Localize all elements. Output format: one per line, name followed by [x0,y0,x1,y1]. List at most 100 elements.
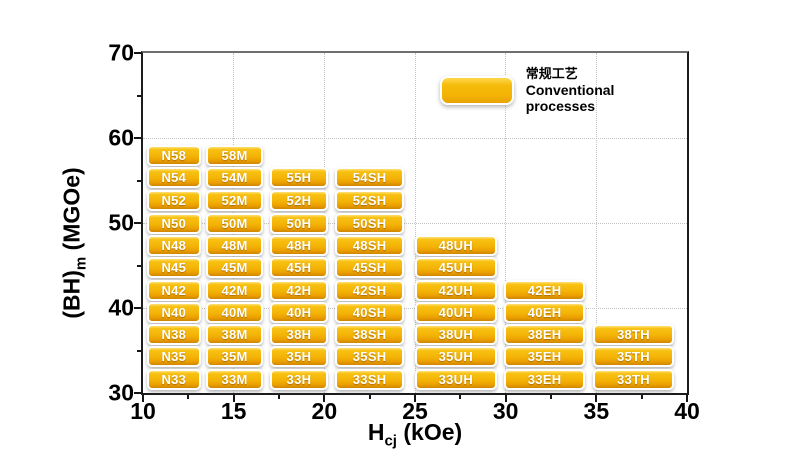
grade-badge-n33: N33 [146,368,202,390]
legend-label-en: Conventional processes [525,81,615,115]
grade-badge-48uh: 48UH [415,234,497,256]
grade-badge-40m: 40M [206,301,263,323]
grade-badge-54sh: 54SH [335,167,405,189]
grade-badge-38sh: 38SH [335,323,405,345]
x-minor-tick [368,395,371,399]
grade-badge-n40: N40 [146,301,202,323]
grade-badge-n35: N35 [146,345,202,367]
grade-badge-42h: 42H [269,279,328,301]
grade-badge-42uh: 42UH [415,279,497,301]
grade-badge-33uh: 33UH [415,368,497,390]
x-major-tick [232,395,235,402]
grade-badge-38uh: 38UH [415,323,497,345]
grade-badge-52m: 52M [206,190,263,212]
x-minor-tick [459,395,462,399]
gridline-horizontal [143,137,687,139]
x-axis-title-main: H [367,419,385,445]
x-tick-label: 20 [311,398,338,424]
grade-badge-n52: N52 [146,190,202,212]
grade-badge-n58: N58 [146,145,202,167]
plot-area: N58 58M N54 54M 55H 54SH N52 52M 52H 52SH N50 50M 50… [141,51,689,395]
grade-badge-n38: N38 [146,323,202,345]
grade-badge-45h: 45H [269,256,328,278]
grade-badge-45m: 45M [206,256,263,278]
grade-badge-35m: 35M [206,345,263,367]
grade-badge-48sh: 48SH [335,234,405,256]
grade-badge-40eh: 40EH [503,301,586,323]
y-major-tick [134,52,141,54]
x-axis-title-unit: (kOe) [396,419,463,445]
x-minor-tick [278,395,280,399]
x-axis-title-subscript: cj [384,432,397,450]
grade-badge-48h: 48H [269,234,328,256]
grade-badge-55h: 55H [269,167,328,189]
x-major-tick [414,395,416,402]
grade-badge-40uh: 40UH [415,301,497,323]
y-tick-label: 50 [108,209,134,236]
y-tick-label: 30 [108,379,134,406]
y-axis-title-main: (BH) [58,270,85,319]
grade-badge-n54: N54 [146,167,202,189]
grade-badge-52h: 52H [269,190,328,212]
grade-badge-38eh: 38EH [503,323,586,345]
grade-badge-38th: 38TH [592,323,675,345]
x-tick-label: 30 [492,398,519,424]
grade-badge-35eh: 35EH [503,345,586,367]
grade-badge-45uh: 45UH [415,256,497,278]
y-tick-label: 40 [108,294,134,321]
grade-badge-n48: N48 [146,234,202,256]
grade-badge-52sh: 52SH [335,190,405,212]
y-minor-tick [137,264,141,267]
x-tick-label: 35 [583,398,610,424]
y-major-tick [134,307,141,309]
grade-badge-35h: 35H [269,345,328,367]
y-axis-title-unit: (MGOe) [58,167,85,257]
grade-badge-35sh: 35SH [335,345,405,367]
grade-badge-38h: 38H [269,323,328,345]
y-minor-tick [137,179,141,182]
grade-badge-50sh: 50SH [335,212,405,234]
grade-badge-33th: 33TH [592,368,675,390]
legend-label-zh: 常规工艺 [525,66,578,81]
y-minor-tick [137,94,141,97]
grade-badge-35th: 35TH [592,345,675,367]
grade-badge-33sh: 33SH [335,368,405,390]
x-tick-label: 40 [674,398,700,424]
legend: 常规工艺 Conventional processes [440,66,687,115]
x-minor-tick [640,395,643,399]
grade-badge-33h: 33H [269,368,328,390]
y-major-tick [134,137,141,139]
x-axis-title: Hcj (kOe) [368,419,462,450]
grade-badge-n50: N50 [146,212,202,234]
grade-badge-45sh: 45SH [335,256,405,278]
grade-badge-50m: 50M [206,212,263,234]
legend-text: 常规工艺 Conventional processes [526,66,687,115]
legend-swatch [440,76,514,106]
grade-badge-33eh: 33EH [503,368,586,390]
y-major-tick [134,392,141,394]
y-tick-label: 70 [108,39,134,66]
grade-badge-33m: 33M [206,368,263,390]
y-axis-title-subscript: m [72,256,90,271]
grade-badge-42sh: 42SH [335,279,405,301]
x-minor-tick [550,395,552,399]
grade-badge-n45: N45 [146,256,202,278]
grade-badge-58m: 58M [206,145,263,167]
grade-badge-50h: 50H [269,212,328,234]
grade-badge-42m: 42M [206,279,263,301]
y-tick-label: 60 [108,124,134,151]
x-major-tick [323,395,326,402]
y-minor-tick [137,349,141,352]
x-major-tick [142,395,144,402]
grade-badge-48m: 48M [206,234,263,256]
grade-badge-54m: 54M [206,167,263,189]
x-tick-label: 25 [402,398,428,424]
x-tick-label: 10 [130,398,156,424]
grade-badge-35uh: 35UH [415,345,497,367]
x-minor-tick [187,395,190,399]
x-major-tick [595,395,598,402]
grade-badge-38m: 38M [206,323,263,345]
grade-badge-40h: 40H [269,301,328,323]
x-major-tick [686,395,688,402]
